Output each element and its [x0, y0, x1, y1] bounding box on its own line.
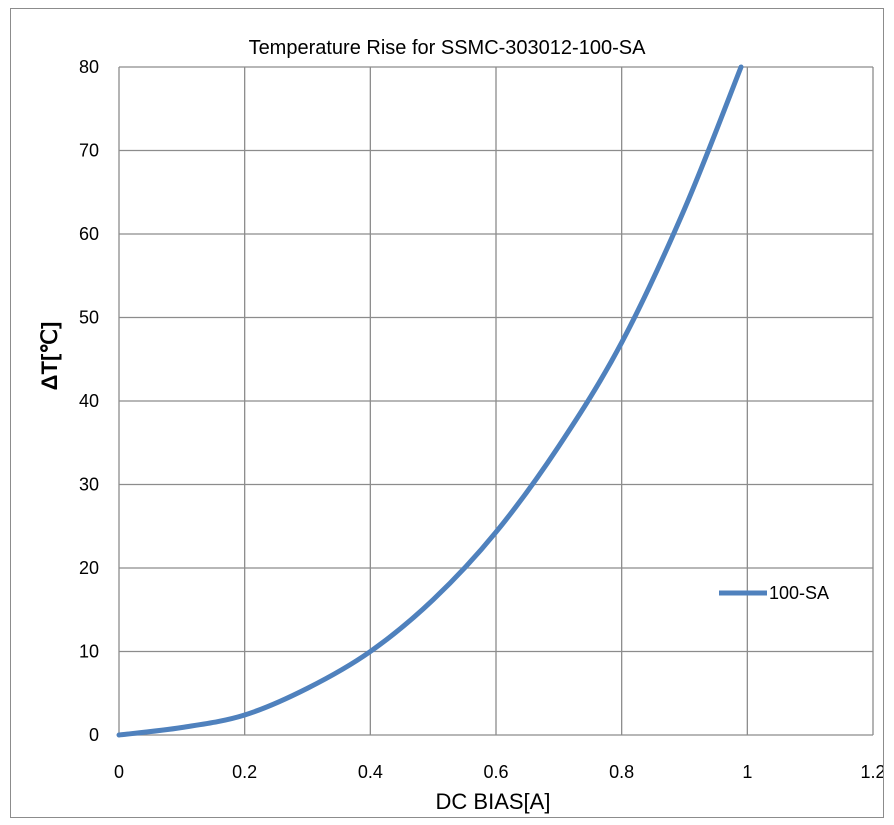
x-tick-label: 0.2	[232, 762, 257, 782]
x-tick-label: 1	[742, 762, 752, 782]
legend: 100-SA	[719, 583, 829, 603]
grid	[118, 66, 874, 736]
y-tick-label: 10	[79, 642, 99, 662]
legend-label-100-sa: 100-SA	[769, 583, 829, 603]
x-tick-label: 1.2	[860, 762, 883, 782]
x-tick-label: 0.8	[609, 762, 634, 782]
y-tick-label: 70	[79, 141, 99, 161]
axes: 0 0.2 0.4 0.6 0.8 1 1.2 0 10 20 30 40 50 60 70 80	[79, 57, 883, 782]
y-tick-label: 40	[79, 391, 99, 411]
x-axis-label: DC BIAS[A]	[436, 789, 551, 814]
x-tick-label: 0.6	[483, 762, 508, 782]
y-tick-label: 80	[79, 57, 99, 77]
x-tick-label: 0	[114, 762, 124, 782]
y-tick-label: 50	[79, 308, 99, 328]
series-line-100-sa	[116, 64, 744, 738]
y-tick-label: 60	[79, 224, 99, 244]
chart-frame: 0 0.2 0.4 0.6 0.8 1 1.2 0 10 20 30 40 50 60 70 80 Tempe…	[10, 8, 884, 818]
y-tick-label: 0	[89, 725, 99, 745]
x-tick-label: 0.4	[358, 762, 383, 782]
y-tick-label: 30	[79, 475, 99, 495]
temperature-rise-chart: 0 0.2 0.4 0.6 0.8 1 1.2 0 10 20 30 40 50 60 70 80 Tempe…	[37, 37, 883, 814]
series-layer	[116, 64, 744, 738]
y-tick-label: 20	[79, 558, 99, 578]
chart-title: Temperature Rise for SSMC-303012-100-SA	[249, 37, 647, 59]
y-axis-label: ΔT[℃]	[37, 322, 62, 391]
